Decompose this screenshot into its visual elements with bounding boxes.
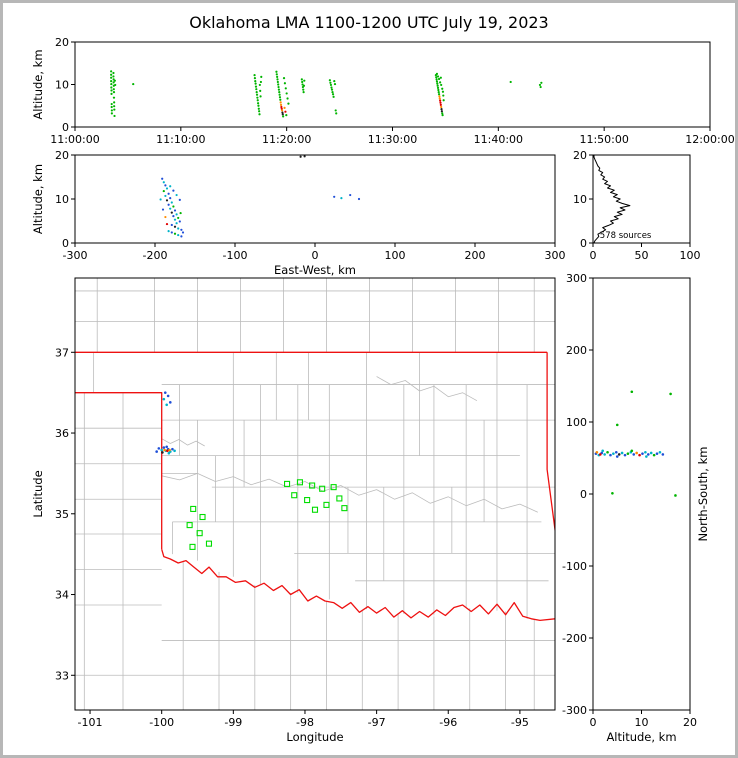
svg-text:East-West, km: East-West, km (274, 263, 356, 277)
panel-ew-altitude: -300 -200 -100 0 100 200 300 0 10 20 East-West, km… (31, 149, 566, 277)
svg-text:-101: -101 (78, 716, 103, 729)
svg-text:North-South, km: North-South, km (696, 447, 710, 542)
svg-text:-96: -96 (439, 716, 457, 729)
svg-text:37: 37 (55, 346, 69, 359)
svg-text:100: 100 (680, 249, 701, 262)
svg-text:35: 35 (55, 508, 69, 521)
svg-text:-100: -100 (562, 560, 587, 573)
panel-altitude-histogram: 0 50 100 0 10 20 578 sources (573, 149, 701, 262)
svg-text:11:30:00: 11:30:00 (368, 133, 417, 146)
svg-text:-97: -97 (368, 716, 386, 729)
svg-text:11:10:00: 11:10:00 (156, 133, 205, 146)
svg-text:0: 0 (580, 488, 587, 501)
panel-map: -101 -100 -99 -98 -97 -96 -95 33 34 35 36 37 Longitu… (31, 277, 556, 744)
svg-text:10: 10 (55, 79, 69, 92)
svg-text:Latitude: Latitude (31, 470, 45, 517)
svg-text:0: 0 (62, 121, 69, 134)
svg-text:-98: -98 (296, 716, 314, 729)
svg-text:10: 10 (55, 193, 69, 206)
svg-text:20: 20 (573, 149, 587, 162)
svg-text:Altitude, km: Altitude, km (31, 164, 45, 234)
svg-text:Altitude, km: Altitude, km (606, 730, 676, 744)
svg-text:20: 20 (55, 36, 69, 49)
svg-text:-100: -100 (223, 249, 248, 262)
svg-text:36: 36 (55, 427, 69, 440)
svg-text:20: 20 (683, 716, 697, 729)
svg-text:0: 0 (312, 249, 319, 262)
svg-text:11:00:00: 11:00:00 (50, 133, 99, 146)
svg-text:10: 10 (573, 193, 587, 206)
svg-text:300: 300 (545, 249, 566, 262)
svg-text:100: 100 (566, 416, 587, 429)
svg-text:11:50:00: 11:50:00 (579, 133, 628, 146)
svg-text:12:00:00: 12:00:00 (685, 133, 734, 146)
svg-text:34: 34 (55, 589, 69, 602)
svg-text:-99: -99 (224, 716, 242, 729)
svg-text:0: 0 (590, 249, 597, 262)
svg-text:-200: -200 (143, 249, 168, 262)
svg-text:10: 10 (635, 716, 649, 729)
svg-text:300: 300 (566, 272, 587, 285)
svg-text:Altitude, km: Altitude, km (31, 49, 45, 119)
svg-text:-95: -95 (511, 716, 529, 729)
svg-text:100: 100 (385, 249, 406, 262)
svg-text:-100: -100 (149, 716, 174, 729)
svg-text:578 sources: 578 sources (600, 231, 652, 241)
svg-text:-300: -300 (63, 249, 88, 262)
svg-text:11:40:00: 11:40:00 (474, 133, 523, 146)
figure-canvas: 11:00:00 11:10:00 11:20:00 11:30:00 11:40:00… (31, 36, 735, 744)
svg-text:0: 0 (62, 237, 69, 250)
svg-text:200: 200 (566, 344, 587, 357)
svg-text:Longitude: Longitude (286, 730, 343, 744)
svg-text:20: 20 (55, 149, 69, 162)
panel-ns-altitude: 0 10 20 -300 -200 -100 0 100 200 300 Altitude, km N… (562, 272, 710, 744)
svg-text:11:20:00: 11:20:00 (262, 133, 311, 146)
svg-text:0: 0 (580, 237, 587, 250)
svg-text:0: 0 (590, 716, 597, 729)
svg-text:33: 33 (55, 669, 69, 682)
svg-text:-300: -300 (562, 704, 587, 717)
svg-text:50: 50 (635, 249, 649, 262)
svg-text:200: 200 (465, 249, 486, 262)
svg-text:-200: -200 (562, 632, 587, 645)
panel-time-height: 11:00:00 11:10:00 11:20:00 11:30:00 11:40:00… (31, 36, 735, 146)
